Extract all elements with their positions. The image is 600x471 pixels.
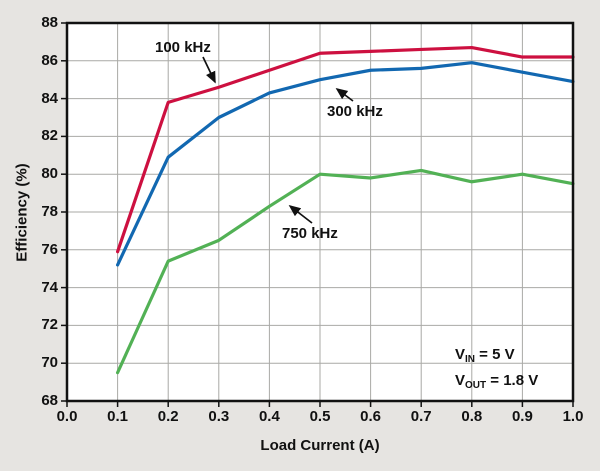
plot-frame [65, 21, 575, 403]
curve-300khz [115, 61, 575, 267]
x-tick-label: 0.7 [410, 408, 432, 425]
x-tick-label: 0.8 [461, 408, 483, 425]
y-tick-label: 76 [41, 240, 58, 258]
x-tick-label: 0.3 [208, 408, 230, 425]
curve-label-100khz: 100 kHz [155, 39, 211, 56]
x-tick-label: 1.0 [562, 408, 584, 425]
x-axis-label: Load Current (A) [260, 437, 380, 454]
arrow-100khz [202, 56, 216, 84]
arrow-300khz [335, 87, 354, 102]
arrow-750khz [288, 204, 313, 224]
y-tick-label: 80 [41, 165, 58, 183]
y-tick-label: 88 [41, 14, 58, 31]
x-tick-label: 0.4 [258, 408, 280, 425]
x-tick-label: 0.6 [360, 408, 382, 425]
x-tick-label: 0.1 [107, 408, 129, 425]
vout-condition: VOUT = 1.8 V [455, 372, 539, 391]
y-tick-label: 68 [41, 392, 58, 409]
y-tick-label: 82 [41, 127, 58, 145]
y-tick-label: 84 [41, 89, 58, 107]
curve-label-750khz: 750 kHz [282, 225, 338, 242]
curve-750khz [115, 168, 575, 375]
x-tick-label: 0.0 [56, 408, 78, 425]
x-tick-label: 0.9 [511, 408, 533, 425]
y-tick-label: 70 [41, 354, 58, 372]
y-tick-label: 78 [41, 203, 58, 220]
x-tick-label: 0.2 [157, 408, 179, 425]
x-tick-label: 0.5 [309, 408, 331, 425]
y-tick-label: 86 [41, 51, 58, 69]
y-tick-label: 72 [41, 316, 58, 334]
curve-label-300khz: 300 kHz [327, 103, 383, 120]
curve-100khz [115, 45, 575, 254]
y-tick-label: 74 [41, 278, 58, 296]
vin-condition: VIN = 5 V [455, 346, 515, 365]
conditions-annotation: VIN = 5 V VOUT = 1.8 V [455, 344, 538, 396]
